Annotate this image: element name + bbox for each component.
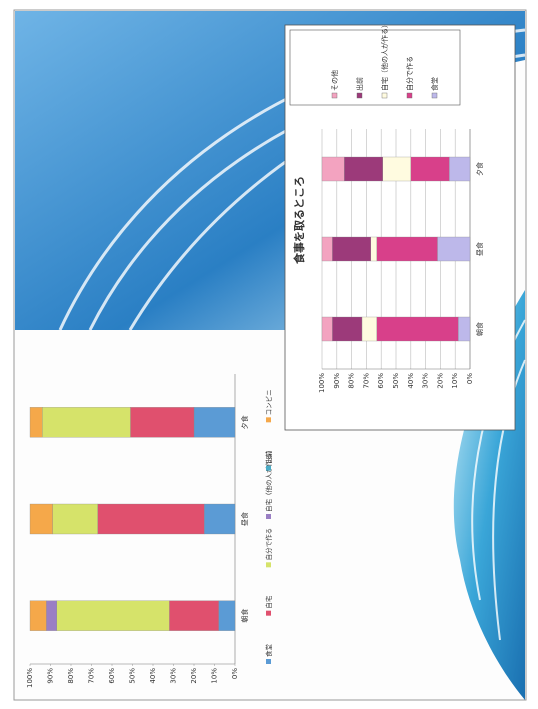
y-tick-label: 30% bbox=[422, 373, 430, 389]
bar-segment bbox=[169, 600, 219, 631]
legend-label: 自宅（他の人が作る） bbox=[380, 21, 389, 91]
legend-label: 自分で作る bbox=[405, 56, 414, 91]
y-tick-label: 40% bbox=[149, 668, 157, 684]
legend-swatch bbox=[266, 562, 271, 568]
legend-swatch bbox=[356, 92, 363, 99]
y-tick-label: 80% bbox=[67, 668, 75, 684]
bar-segment bbox=[344, 156, 383, 182]
x-tick-label: 夕食 bbox=[475, 162, 484, 176]
bar-segment bbox=[437, 236, 471, 262]
bar-segment bbox=[204, 503, 236, 535]
bar-segment bbox=[332, 236, 371, 262]
legend-label: 自分で作る bbox=[264, 528, 273, 561]
legend-swatch bbox=[331, 92, 338, 99]
legend-swatch bbox=[266, 417, 271, 423]
y-tick-label: 60% bbox=[377, 373, 385, 389]
bar-segment bbox=[46, 600, 57, 631]
bar-segment bbox=[410, 156, 450, 182]
x-tick-label: 夕食 bbox=[240, 415, 249, 429]
legend-box bbox=[289, 29, 461, 106]
bar-segment bbox=[130, 407, 195, 438]
y-tick-label: 70% bbox=[88, 668, 96, 684]
bar-segment bbox=[29, 503, 53, 535]
legend-label: コンビニ bbox=[264, 389, 273, 415]
bar-segment bbox=[332, 316, 363, 342]
legend-swatch bbox=[406, 92, 413, 99]
bar-segment bbox=[321, 316, 333, 342]
x-tick-label: 朝食 bbox=[475, 322, 484, 336]
y-tick-label: 70% bbox=[362, 373, 370, 389]
bar-segment bbox=[321, 156, 345, 182]
bar-segment bbox=[29, 600, 47, 631]
y-tick-label: 60% bbox=[108, 668, 116, 684]
y-tick-label: 10% bbox=[451, 373, 459, 389]
y-tick-label: 20% bbox=[190, 668, 198, 684]
y-tick-label: 90% bbox=[333, 373, 341, 389]
y-tick-label: 30% bbox=[170, 668, 178, 684]
y-tick-label: 10% bbox=[211, 668, 219, 684]
legend-swatch bbox=[381, 92, 388, 99]
bar-segment bbox=[370, 236, 377, 262]
legend-label: 食堂 bbox=[430, 77, 439, 91]
bar-segment bbox=[376, 316, 459, 342]
legend-swatch bbox=[431, 92, 438, 99]
bar-segment bbox=[218, 600, 236, 631]
bar-segment bbox=[361, 316, 377, 342]
chart-title: 食事を取るところ bbox=[292, 176, 306, 264]
legend-label: 出前 bbox=[264, 450, 273, 464]
y-tick-label: 80% bbox=[348, 373, 356, 389]
legend-label: 自宅（他の人が作る） bbox=[264, 447, 273, 512]
bar-segment bbox=[193, 407, 236, 438]
y-tick-label: 20% bbox=[436, 373, 444, 389]
bar-segment bbox=[449, 156, 471, 182]
legend-label: その他 bbox=[330, 70, 339, 91]
bar-segment bbox=[56, 600, 170, 631]
y-tick-label: 50% bbox=[129, 668, 137, 684]
y-tick-label: 100% bbox=[318, 373, 326, 393]
legend-swatch bbox=[266, 610, 271, 616]
bar-segment bbox=[97, 503, 205, 535]
legend-label: 食堂 bbox=[264, 644, 273, 658]
x-tick-label: 昼食 bbox=[240, 512, 249, 526]
legend-swatch bbox=[266, 659, 271, 664]
y-tick-label: 90% bbox=[47, 668, 55, 684]
legend-swatch bbox=[266, 514, 271, 519]
bar-segment bbox=[382, 156, 411, 182]
y-tick-label: 100% bbox=[26, 668, 34, 688]
y-tick-label: 0% bbox=[466, 373, 474, 384]
x-tick-label: 朝食 bbox=[240, 609, 249, 623]
bar-segment bbox=[321, 236, 333, 262]
y-tick-label: 50% bbox=[392, 373, 400, 389]
bar-segment bbox=[42, 407, 131, 438]
bar-segment bbox=[29, 407, 43, 438]
x-tick-label: 昼食 bbox=[475, 242, 484, 256]
bar-segment bbox=[376, 236, 438, 262]
y-tick-label: 0% bbox=[231, 668, 239, 679]
legend-label: 自宅 bbox=[264, 595, 273, 609]
y-tick-label: 40% bbox=[407, 373, 415, 389]
legend-swatch bbox=[266, 465, 271, 471]
legend-label: 出前 bbox=[355, 77, 364, 91]
bar-segment bbox=[52, 503, 98, 535]
rotated-content: 食事を取るところ 0% 10% 20% 30% 40% 50% 60% 70% 80% 90% 10… bbox=[26, 21, 516, 688]
bar-segment bbox=[458, 316, 471, 342]
